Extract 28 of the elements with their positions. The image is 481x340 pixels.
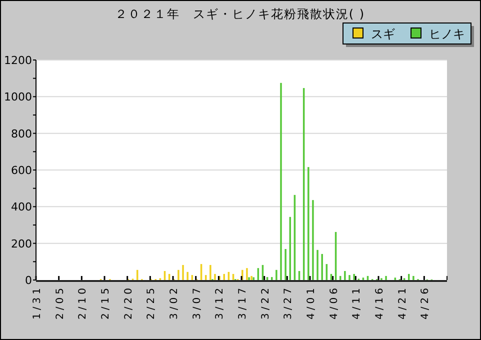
- x-tick-label: 2/25: [146, 285, 158, 320]
- x-tick-label: 2/15: [100, 285, 112, 320]
- y-tick-label: 400: [11, 200, 32, 214]
- x-tick-label: 4/16: [374, 285, 386, 320]
- x-tick-label: 1/31: [32, 285, 43, 320]
- x-tick-label: 3/22: [260, 285, 272, 320]
- x-tick-label: 4/01: [306, 285, 317, 320]
- y-tick-label: 600: [11, 164, 32, 177]
- x-tick-label: 2/20: [123, 285, 134, 320]
- x-tick-label: 4/21: [397, 285, 408, 320]
- x-tick-label: 2/10: [78, 285, 89, 320]
- y-tick-label: 0: [25, 274, 32, 287]
- x-tick-label: 3/17: [238, 285, 248, 320]
- y-tick-label: 1000: [4, 90, 32, 104]
- legend-label: スギ: [371, 27, 395, 41]
- x-tick-label: 2/05: [54, 285, 66, 320]
- y-tick-label: 800: [11, 127, 32, 140]
- x-tick-label: 3/07: [192, 285, 203, 320]
- chart-title: ２０２１年 スギ・ヒノキ花粉飛散状況( ): [114, 7, 366, 21]
- x-tick-label: 4/06: [328, 285, 340, 320]
- x-tick-label: 4/11: [352, 285, 363, 320]
- x-tick-label: 3/02: [169, 285, 180, 320]
- x-tick-label: 3/27: [283, 285, 294, 320]
- y-tick-label: 200: [11, 237, 32, 250]
- x-tick-label: 3/12: [214, 285, 226, 320]
- y-tick-label: 1200: [4, 54, 32, 67]
- x-tick-label: 4/26: [420, 285, 432, 320]
- legend-label: ヒノキ: [429, 27, 465, 41]
